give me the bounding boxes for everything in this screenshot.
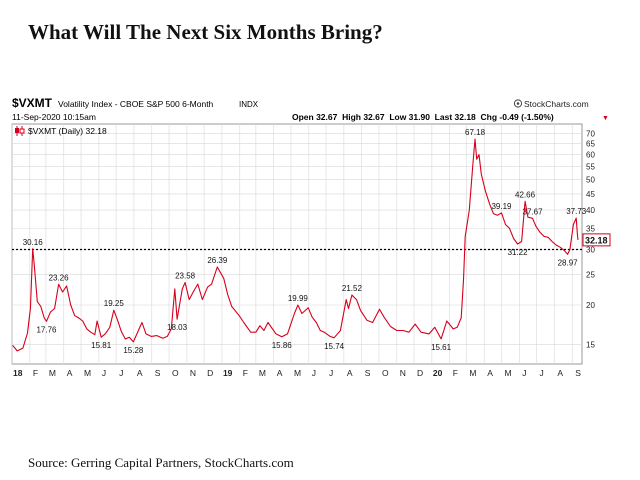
chart-exchange: INDX — [239, 100, 259, 109]
y-axis: 15 20 25 30 35 40 45 50 55 60 65 70 — [586, 129, 595, 349]
data-label: 19.25 — [104, 299, 125, 308]
data-label: 31.22 — [508, 248, 529, 257]
y-tick-label: 40 — [586, 206, 595, 215]
y-tick-label: 15 — [586, 340, 595, 349]
x-tick-label: A — [487, 368, 493, 378]
data-label: 37.73 — [566, 207, 587, 216]
chart-description: Volatility Index - CBOE S&P 500 6-Month — [58, 99, 214, 109]
last-value-label: 32.18 — [585, 235, 608, 245]
last-value-box — [582, 233, 611, 247]
x-tick-label: J — [119, 368, 123, 378]
x-tick-label: J — [102, 368, 106, 378]
data-label: 21.52 — [342, 284, 363, 293]
page-title: What Will The Next Six Months Bring? — [28, 20, 383, 44]
x-tick-label: M — [84, 368, 91, 378]
y-tick-label: 55 — [586, 162, 595, 171]
x-tick-label: 19 — [223, 368, 233, 378]
x-tick-label: D — [417, 368, 423, 378]
data-label: 30.16 — [23, 238, 44, 247]
data-label: 17.76 — [36, 325, 57, 334]
x-tick-label: M — [294, 368, 301, 378]
data-label: 26.39 — [207, 256, 228, 265]
series-layer — [12, 138, 579, 352]
x-tick-label: 18 — [13, 368, 23, 378]
x-tick-label: O — [382, 368, 389, 378]
source-note: Source: Gerring Capital Partners, StockC… — [28, 455, 294, 470]
data-label: 15.81 — [91, 341, 112, 350]
x-tick-label: J — [522, 368, 526, 378]
x-tick-label: 20 — [433, 368, 443, 378]
y-tick-label: 20 — [586, 301, 595, 310]
y-tick-label: 50 — [586, 176, 595, 185]
data-label: 67.18 — [465, 128, 486, 137]
chart-legend: $VXMT (Daily) 32.18 — [28, 126, 107, 136]
x-tick-label: A — [67, 368, 73, 378]
data-label: 15.28 — [123, 346, 144, 355]
stockcharts-logo-icon — [513, 99, 523, 108]
x-tick-label: M — [504, 368, 511, 378]
x-tick-label: O — [172, 368, 179, 378]
x-tick-label: N — [190, 368, 196, 378]
x-axis: 18 F M A M J J A S O N D 19 F M A M J J A S O N D 20 F M A M J J A S — [13, 368, 581, 378]
x-tick-label: F — [453, 368, 458, 378]
x-tick-label: M — [259, 368, 266, 378]
data-label: 39.19 — [491, 202, 512, 211]
y-tick-label: 70 — [586, 129, 595, 138]
annotations: 30.16 23.26 17.76 15.81 19.25 15.28 18.03 23.58… — [23, 128, 587, 355]
data-label: 19.99 — [288, 294, 309, 303]
last-value-badge: 32.18 — [582, 233, 611, 247]
x-tick-label: S — [155, 368, 161, 378]
y-tick-label: 30 — [586, 245, 595, 254]
y-tick-label: 35 — [586, 224, 595, 233]
x-tick-label: F — [243, 368, 248, 378]
x-tick-label: F — [33, 368, 38, 378]
x-tick-label: A — [347, 368, 353, 378]
plot-area — [11, 123, 583, 365]
series-line — [12, 138, 579, 352]
data-label: 23.26 — [49, 273, 70, 282]
x-tick-label: J — [540, 368, 544, 378]
x-tick-label: S — [575, 368, 581, 378]
x-tick-label: S — [365, 368, 371, 378]
data-label: 15.74 — [324, 342, 345, 351]
data-label: 18.03 — [167, 323, 188, 332]
chart-datetime: 11-Sep-2020 10:15am — [12, 112, 96, 122]
data-label: 15.61 — [431, 343, 452, 352]
x-tick-label: A — [557, 368, 563, 378]
chart-brand: StockCharts.com — [524, 99, 589, 109]
y-tick-label: 25 — [586, 270, 595, 279]
x-tick-label: M — [49, 368, 56, 378]
candlestick-icon — [15, 126, 25, 136]
chart-symbol: $VXMT — [12, 96, 53, 110]
data-label: 42.66 — [515, 190, 536, 199]
x-tick-label: M — [469, 368, 476, 378]
x-tick-label: J — [329, 368, 333, 378]
x-tick-label: J — [312, 368, 316, 378]
change-down-icon: ▼ — [602, 115, 609, 122]
y-tick-label: 45 — [586, 190, 595, 199]
y-tick-label: 65 — [586, 140, 595, 149]
x-tick-label: D — [207, 368, 213, 378]
grid — [11, 124, 582, 364]
chart-quote: Open 32.67 High 32.67 Low 31.90 Last 32.… — [292, 112, 554, 122]
x-tick-label: A — [137, 368, 143, 378]
data-label: 37.67 — [523, 207, 544, 216]
data-label: 15.86 — [272, 341, 293, 350]
x-tick-label: A — [277, 368, 283, 378]
data-label: 28.97 — [558, 258, 579, 267]
x-tick-label: N — [400, 368, 406, 378]
y-tick-label: 60 — [586, 151, 595, 160]
data-label: 23.58 — [175, 271, 196, 280]
